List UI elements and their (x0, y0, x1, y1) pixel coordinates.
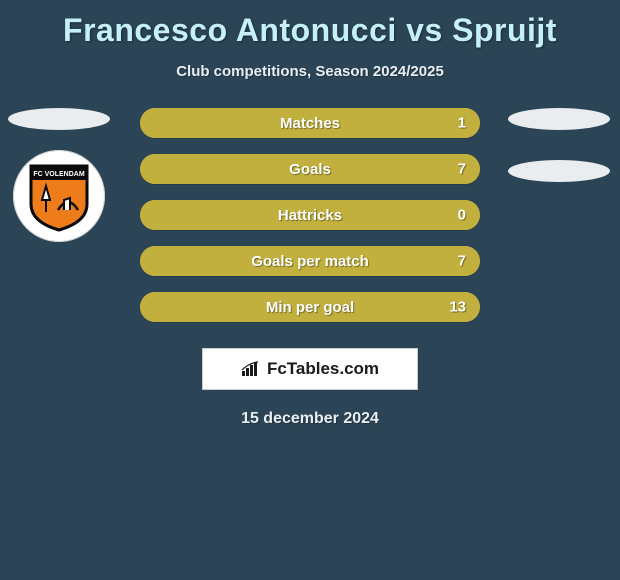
bar-chart-icon (241, 361, 261, 377)
left-player-column: FC VOLENDAM (8, 108, 110, 242)
snapshot-date: 15 december 2024 (0, 410, 620, 428)
stat-bar-value: 7 (458, 161, 466, 178)
stat-bar-value: 13 (449, 299, 466, 316)
stat-bar-label: Goals per match (251, 253, 369, 270)
comparison-subtitle: Club competitions, Season 2024/2025 (0, 63, 620, 80)
stat-bar-label: Hattricks (278, 207, 342, 224)
stat-bar-label: Goals (289, 161, 331, 178)
stat-bar-value: 0 (458, 207, 466, 224)
stat-bar: Matches 1 (140, 108, 480, 138)
right-player-oval-1 (508, 108, 610, 130)
left-club-badge: FC VOLENDAM (13, 150, 105, 242)
fctables-logo-box: FcTables.com (202, 348, 418, 390)
stat-bar: Goals 7 (140, 154, 480, 184)
stat-bar: Hattricks 0 (140, 200, 480, 230)
stat-bar: Goals per match 7 (140, 246, 480, 276)
comparison-title: Francesco Antonucci vs Spruijt (0, 0, 620, 49)
stat-bar: Min per goal 13 (140, 292, 480, 322)
stat-bar-label: Min per goal (266, 299, 354, 316)
badge-text: FC VOLENDAM (33, 171, 85, 178)
right-player-oval-2 (508, 160, 610, 182)
volendam-shield-icon: FC VOLENDAM (28, 160, 90, 232)
stat-bar-value: 7 (458, 253, 466, 270)
fctables-logo-text: FcTables.com (267, 359, 379, 379)
right-player-column (508, 108, 610, 182)
stat-bar-label: Matches (280, 115, 340, 132)
stat-bars: Matches 1 Goals 7 Hattricks 0 Goals per match 7… (140, 108, 480, 322)
chart-area: FC VOLENDAM Matches 1 Goals 7 Hattricks 0 Goal… (0, 108, 620, 322)
left-player-oval (8, 108, 110, 130)
stat-bar-value: 1 (458, 115, 466, 132)
